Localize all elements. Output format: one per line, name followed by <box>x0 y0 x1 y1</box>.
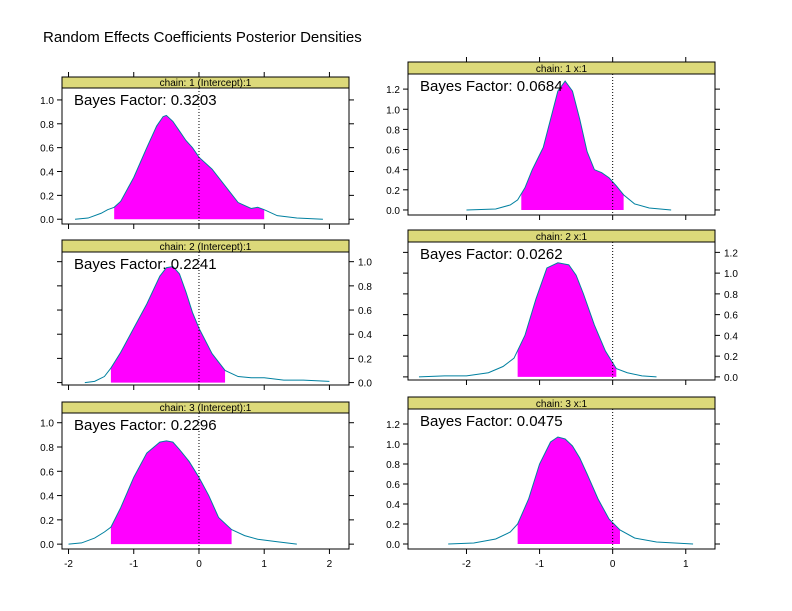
shaded-area <box>110 266 226 383</box>
panel-frame <box>407 408 716 550</box>
x-tick-label: -1 <box>129 559 138 570</box>
y-tick-label: 0.2 <box>40 516 54 527</box>
x-tick-label: 1 <box>683 559 689 570</box>
panel-5: chain: 3 (Intercept):1 Bayes Factor: 0.22… <box>40 401 354 570</box>
panel-1: chain: 1 (Intercept):1 Bayes Factor: 0.32… <box>40 72 354 229</box>
x-tick-label: -2 <box>462 559 471 570</box>
y-tick-label: 0.0 <box>386 540 400 551</box>
panel-4: chain: 2 x:1 Bayes Factor: 0.0262 0.0 0.2 0.… <box>403 229 738 385</box>
y-tick-label: 0.6 <box>386 480 400 491</box>
y-tick-label: 0.8 <box>724 290 738 301</box>
density-curve <box>68 440 297 545</box>
y-tick-label: 0.4 <box>358 330 372 341</box>
panel-2: chain: 1 x:1 Bayes Factor: 0.0684 0.0 0.2 0.… <box>386 57 720 220</box>
shaded-area <box>110 441 232 545</box>
y-tick-label: 0.2 <box>358 354 372 365</box>
y-tick-label: 0.2 <box>40 191 54 202</box>
panel-frame <box>61 87 350 225</box>
y-tick-label: 1.0 <box>40 419 54 430</box>
figure-title: Random Effects Coefficients Posterior De… <box>43 29 362 46</box>
strip-label: chain: 2 (Intercept):1 <box>160 242 252 253</box>
bayes-factor-label: Bayes Factor: 0.0475 <box>420 413 563 430</box>
density-curve <box>418 262 657 378</box>
density-curve <box>84 265 330 384</box>
y-tick-label: 0.2 <box>386 186 400 197</box>
y-tick-label: 0.6 <box>358 306 372 317</box>
panel-frame <box>61 251 350 386</box>
density-curve <box>466 80 672 211</box>
shaded-area <box>517 437 620 544</box>
density-curve <box>448 436 694 545</box>
y-tick-label: 1.0 <box>386 440 400 451</box>
y-tick-label: 1.0 <box>40 96 54 107</box>
y-tick-label: 1.2 <box>724 248 738 259</box>
shaded-area <box>521 81 624 210</box>
y-tick-label: 0.8 <box>358 282 372 293</box>
y-tick-label: 0.6 <box>40 144 54 155</box>
y-tick-label: 1.0 <box>724 269 738 280</box>
panel-frame <box>407 241 716 381</box>
y-tick-label: 0.6 <box>386 146 400 157</box>
y-tick-label: 0.2 <box>386 520 400 531</box>
bayes-factor-label: Bayes Factor: 0.0684 <box>420 78 563 95</box>
y-tick-label: 0.4 <box>386 166 400 177</box>
y-tick-label: 0.8 <box>386 125 400 136</box>
bayes-factor-label: Bayes Factor: 0.0262 <box>420 246 563 263</box>
y-tick-label: 0.2 <box>724 352 738 363</box>
y-tick-label: 0.4 <box>386 500 400 511</box>
strip-label: chain: 3 (Intercept):1 <box>160 403 252 414</box>
strip-label: chain: 2 x:1 <box>536 232 588 243</box>
y-tick-label: 0.8 <box>386 460 400 471</box>
strip-label: chain: 1 x:1 <box>536 64 588 75</box>
y-tick-label: 1.2 <box>386 85 400 96</box>
bayes-factor-label: Bayes Factor: 0.2241 <box>74 256 217 273</box>
x-tick-label: 0 <box>610 559 616 570</box>
bayes-factor-label: Bayes Factor: 0.2296 <box>74 417 217 434</box>
shaded-area <box>517 262 617 377</box>
panel-frame <box>407 73 716 216</box>
x-tick-label: -1 <box>535 559 544 570</box>
x-tick-label: 0 <box>196 559 202 570</box>
panel-frame <box>61 412 350 550</box>
y-tick-label: 0.6 <box>724 311 738 322</box>
strip-label: chain: 3 x:1 <box>536 399 588 410</box>
y-tick-label: 0.0 <box>358 379 372 390</box>
y-tick-label: 0.0 <box>724 373 738 384</box>
y-tick-label: 1.0 <box>386 105 400 116</box>
y-tick-label: 0.4 <box>40 168 54 179</box>
y-tick-label: 0.0 <box>386 206 400 217</box>
strip-label: chain: 1 (Intercept):1 <box>160 78 252 89</box>
y-tick-label: 0.8 <box>40 443 54 454</box>
x-tick-label: 2 <box>327 559 333 570</box>
x-tick-label: 1 <box>261 559 267 570</box>
y-tick-label: 0.4 <box>724 331 738 342</box>
x-tick-label: -2 <box>64 559 73 570</box>
density-curve <box>75 114 323 220</box>
y-tick-label: 0.6 <box>40 467 54 478</box>
y-tick-label: 0.0 <box>40 215 54 226</box>
shaded-area <box>114 115 265 220</box>
y-tick-label: 0.4 <box>40 492 54 503</box>
panel-3: chain: 2 (Intercept):1 Bayes Factor: 0.22… <box>57 239 372 390</box>
bayes-factor-label: Bayes Factor: 0.3203 <box>74 92 217 109</box>
y-tick-label: 0.0 <box>40 540 54 551</box>
y-tick-label: 0.8 <box>40 120 54 131</box>
y-tick-label: 1.0 <box>358 258 372 269</box>
panels-group: chain: 1 (Intercept):1 Bayes Factor: 0.32… <box>40 57 738 570</box>
panel-6: chain: 3 x:1 Bayes Factor: 0.0475 0.0 0.2 0.… <box>386 396 720 570</box>
y-tick-label: 1.2 <box>386 420 400 431</box>
